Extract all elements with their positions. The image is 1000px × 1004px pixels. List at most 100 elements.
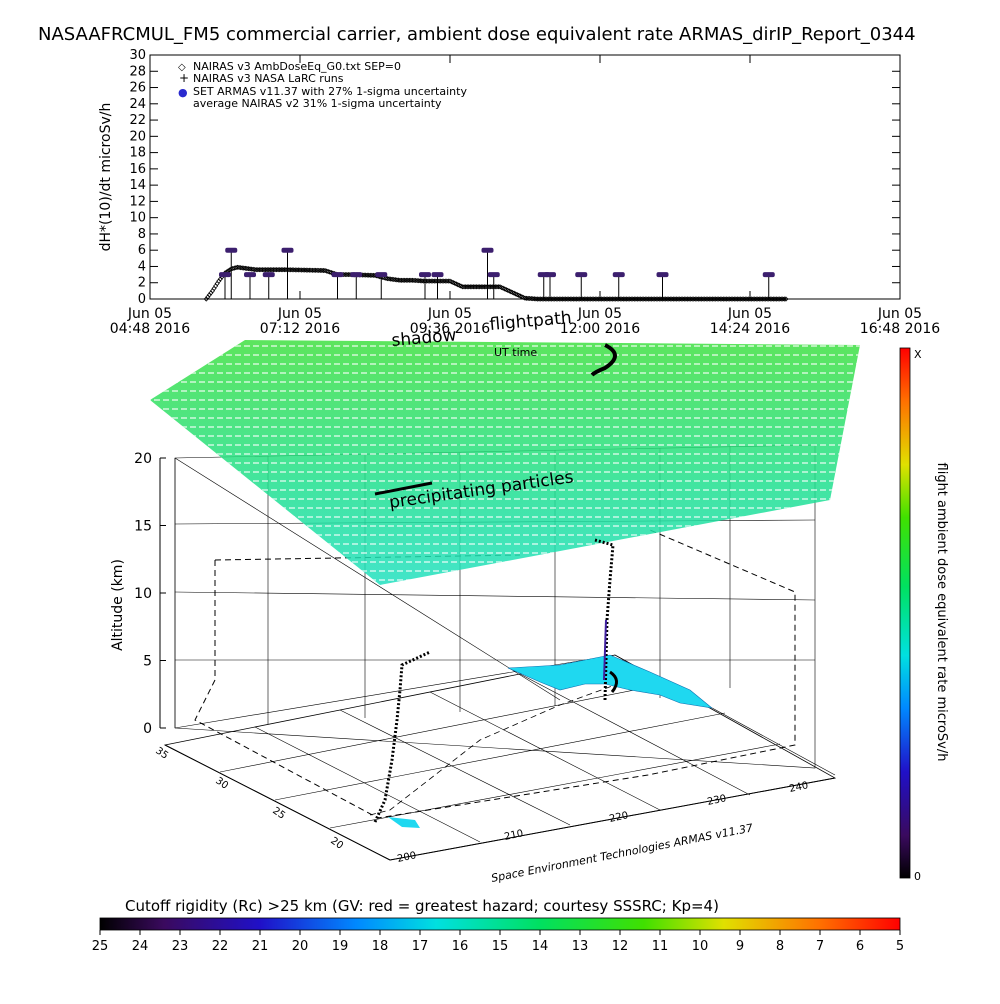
legend-text-nairas-v2: average NAIRAS v2 31% 1-sigma uncertaint…: [193, 97, 442, 110]
y-axis-label: dH*(10)/dt microSv/h: [98, 103, 114, 252]
footer-tick-label: 13: [572, 939, 589, 954]
right-colorbar: X 0 flight ambient dose equivalent rate …: [899, 347, 949, 883]
armas-point: [544, 272, 556, 278]
y-tick-label: 2: [138, 276, 146, 291]
figure-title: NASAAFRCMUL_FM5 commercial carrier, ambi…: [38, 24, 916, 45]
nairas-g0-point: [381, 275, 387, 281]
z-tick-label: 5: [143, 654, 152, 670]
nairas-g0-point: [783, 296, 789, 302]
colorbar-top-label: X: [914, 348, 922, 361]
armas-point: [331, 272, 344, 278]
y-tick-label: 12: [129, 194, 146, 209]
armas-point: [481, 247, 494, 253]
z-axis-label: Altitude (km): [110, 559, 126, 651]
armas-point: [612, 272, 625, 278]
armas-point: [225, 247, 238, 253]
armas-point: [575, 272, 588, 278]
flightpath-trajectory-2: [594, 538, 615, 701]
x-tick-label-date: Jun 05: [277, 306, 322, 322]
z-tick-label: 10: [134, 586, 152, 602]
longitude-tick: 210: [503, 828, 524, 843]
nairas-g0-point: [239, 265, 245, 271]
nairas-g0-point: [214, 280, 220, 287]
three-d-panel: flightpath shadow precipitating particle…: [110, 308, 860, 885]
z-ticks: 0 5 10 15 20: [134, 451, 166, 737]
nairas-g0-point: [322, 267, 328, 274]
y-tick-label: 14: [129, 178, 146, 193]
floor-grid: [329, 743, 781, 829]
nairas-g0-point: [417, 278, 423, 284]
longitude-tick: 220: [608, 810, 629, 825]
armas-point: [419, 272, 431, 278]
y-tick-label: 6: [138, 243, 146, 258]
footer-tick-label: 20: [292, 939, 309, 954]
nairas-g0-point: [531, 296, 537, 302]
floor-grid: [254, 726, 481, 843]
footer-tick-label: 5: [896, 939, 904, 954]
flightpath-trajectory: [373, 650, 431, 823]
nairas-g0-point: [495, 284, 502, 290]
footer-tick-label: 24: [132, 939, 149, 954]
nairas-g0-point: [523, 295, 530, 301]
dashed-region: [194, 529, 796, 819]
nairas-g0-point: [250, 266, 256, 272]
z-tick-label: 0: [143, 721, 152, 737]
nairas-g0-point: [530, 296, 536, 302]
footer-tick-label: 11: [652, 939, 669, 954]
nairas-g0-point: [241, 265, 247, 271]
flightpath-loop-top: [590, 343, 617, 377]
colorbar-right-gradient: [899, 347, 911, 879]
x-tick-label-time: 14:24 2016: [710, 321, 791, 337]
y-tick-label: 22: [129, 113, 146, 128]
footer-tick-label: 18: [372, 939, 389, 954]
shadow-track: [374, 481, 433, 496]
nairas-g0-point: [386, 276, 392, 282]
nairas-g0-point: [234, 264, 241, 270]
dose-sheet-texture: [150, 340, 860, 585]
y-tick-label: 0: [138, 292, 146, 307]
nairas-g0-point: [247, 266, 253, 272]
footer-tick-label: 9: [736, 939, 744, 954]
nairas-g0-point: [213, 283, 219, 289]
armas-point: [281, 247, 294, 253]
footer-tick-label: 16: [452, 939, 469, 954]
x-tick-label-date: Jun 05: [877, 306, 922, 322]
nairas-g0-point: [320, 267, 327, 274]
footer-tick-label: 21: [252, 939, 269, 954]
footer-tick-label: 14: [532, 939, 549, 954]
nairas-g0-point: [528, 296, 534, 302]
y-tick-label: 28: [129, 64, 146, 79]
legend-text-nairas-v3-g0: NAIRAS v3 AmbDoseEq_G0.txt SEP=0: [193, 60, 401, 73]
nairas-g0-point: [242, 265, 248, 271]
x-tick-label-date: Jun 05: [427, 306, 472, 322]
armas-point: [244, 272, 256, 278]
y-tick-label: 20: [129, 129, 146, 144]
nairas-g0-point: [409, 277, 416, 283]
footer-tick-label: 17: [412, 939, 429, 954]
ut-time-label: UT time: [494, 346, 537, 359]
nairas-g0-point: [525, 295, 531, 301]
footer-tick-label: 19: [332, 939, 349, 954]
floor-grid: [429, 691, 661, 811]
floor-grid: [274, 712, 726, 801]
nairas-g0-point: [527, 295, 533, 302]
nairas-g0-point: [245, 266, 252, 272]
x-tick-label-date: Jun 05: [727, 306, 772, 322]
nairas-g0-point: [419, 278, 425, 284]
armas-point: [350, 272, 363, 278]
armas-point: [262, 272, 275, 278]
nairas-g0-point: [328, 270, 334, 276]
nairas-g0-point: [413, 277, 419, 284]
longitude-tick: 230: [706, 793, 727, 808]
y-tick-label: 4: [138, 259, 146, 274]
x-tick-label-date: Jun 05: [127, 306, 172, 322]
legend-text-nairas-v3-larc: NAIRAS v3 NASA LaRC runs: [193, 72, 344, 85]
legend-symbol-dot: ●: [178, 86, 188, 99]
armas-point: [431, 272, 444, 278]
x-tick-label-time: 16:48 2016: [860, 321, 941, 337]
nairas-g0-point: [411, 277, 417, 283]
